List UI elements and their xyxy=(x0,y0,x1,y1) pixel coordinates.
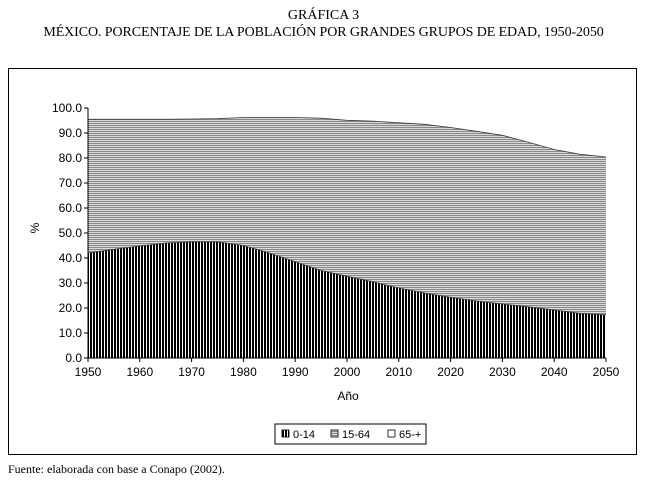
y-tick-label: 100.0 xyxy=(52,101,82,115)
x-tick-label: 2000 xyxy=(334,365,361,379)
legend-box xyxy=(274,423,427,445)
y-tick-label: 30.0 xyxy=(59,276,83,290)
legend-swatch-0-14 xyxy=(281,429,290,438)
y-axis-label: % xyxy=(28,222,42,233)
y-tick-label: 60.0 xyxy=(59,201,83,215)
x-tick-label: 2050 xyxy=(593,365,620,379)
series-boundary-line-0 xyxy=(87,241,607,316)
x-tick-label: 2020 xyxy=(437,365,464,379)
series-boundary-line-1 xyxy=(88,117,607,158)
x-tick-label: 2030 xyxy=(489,365,516,379)
legend-swatch-15-64 xyxy=(330,429,339,438)
x-tick-label: 1950 xyxy=(75,365,102,379)
x-tick-label: 2010 xyxy=(385,365,412,379)
source-note: Fuente: elaborada con base a Conapo (200… xyxy=(8,462,225,476)
y-tick-label: 0.0 xyxy=(65,351,82,365)
chart-frame: 0.0 10.0 20.0 30.0 40.0 50.0 60.0 70.0 80.0 90.0 1… xyxy=(8,68,637,455)
area-series-65-+ xyxy=(88,108,606,157)
y-tick-label: 50.0 xyxy=(59,226,83,240)
area-series-15-64 xyxy=(88,117,606,315)
chart-title: GRÁFICA 3 xyxy=(287,8,360,23)
y-tick-label: 80.0 xyxy=(59,151,83,165)
chart-subtitle: MÉXICO. PORCENTAJE DE LA POBLACIÓN POR G… xyxy=(43,25,604,40)
legend-label-0-14: 0-14 xyxy=(293,429,315,441)
x-tick-label: 1960 xyxy=(126,365,153,379)
y-tick-label: 10.0 xyxy=(59,326,83,340)
legend-label-65-+: 65-+ xyxy=(399,429,421,441)
y-tick-label: 20.0 xyxy=(59,301,83,315)
legend-label-15-64: 15-64 xyxy=(342,429,370,441)
x-tick-label: 2040 xyxy=(541,365,568,379)
legend-swatch-65-+ xyxy=(387,429,396,438)
x-tick-label: 1980 xyxy=(230,365,257,379)
y-tick-label: 90.0 xyxy=(59,126,83,140)
x-axis-label: Año xyxy=(337,389,359,403)
x-tick-label: 1970 xyxy=(178,365,205,379)
area-series-0-14 xyxy=(88,241,606,358)
y-tick-label: 70.0 xyxy=(59,176,83,190)
area-chart: 0.0 10.0 20.0 30.0 40.0 50.0 60.0 70.0 80.0 90.0 1… xyxy=(28,101,620,445)
x-tick-label: 1990 xyxy=(282,365,309,379)
y-tick-label: 40.0 xyxy=(59,251,83,265)
